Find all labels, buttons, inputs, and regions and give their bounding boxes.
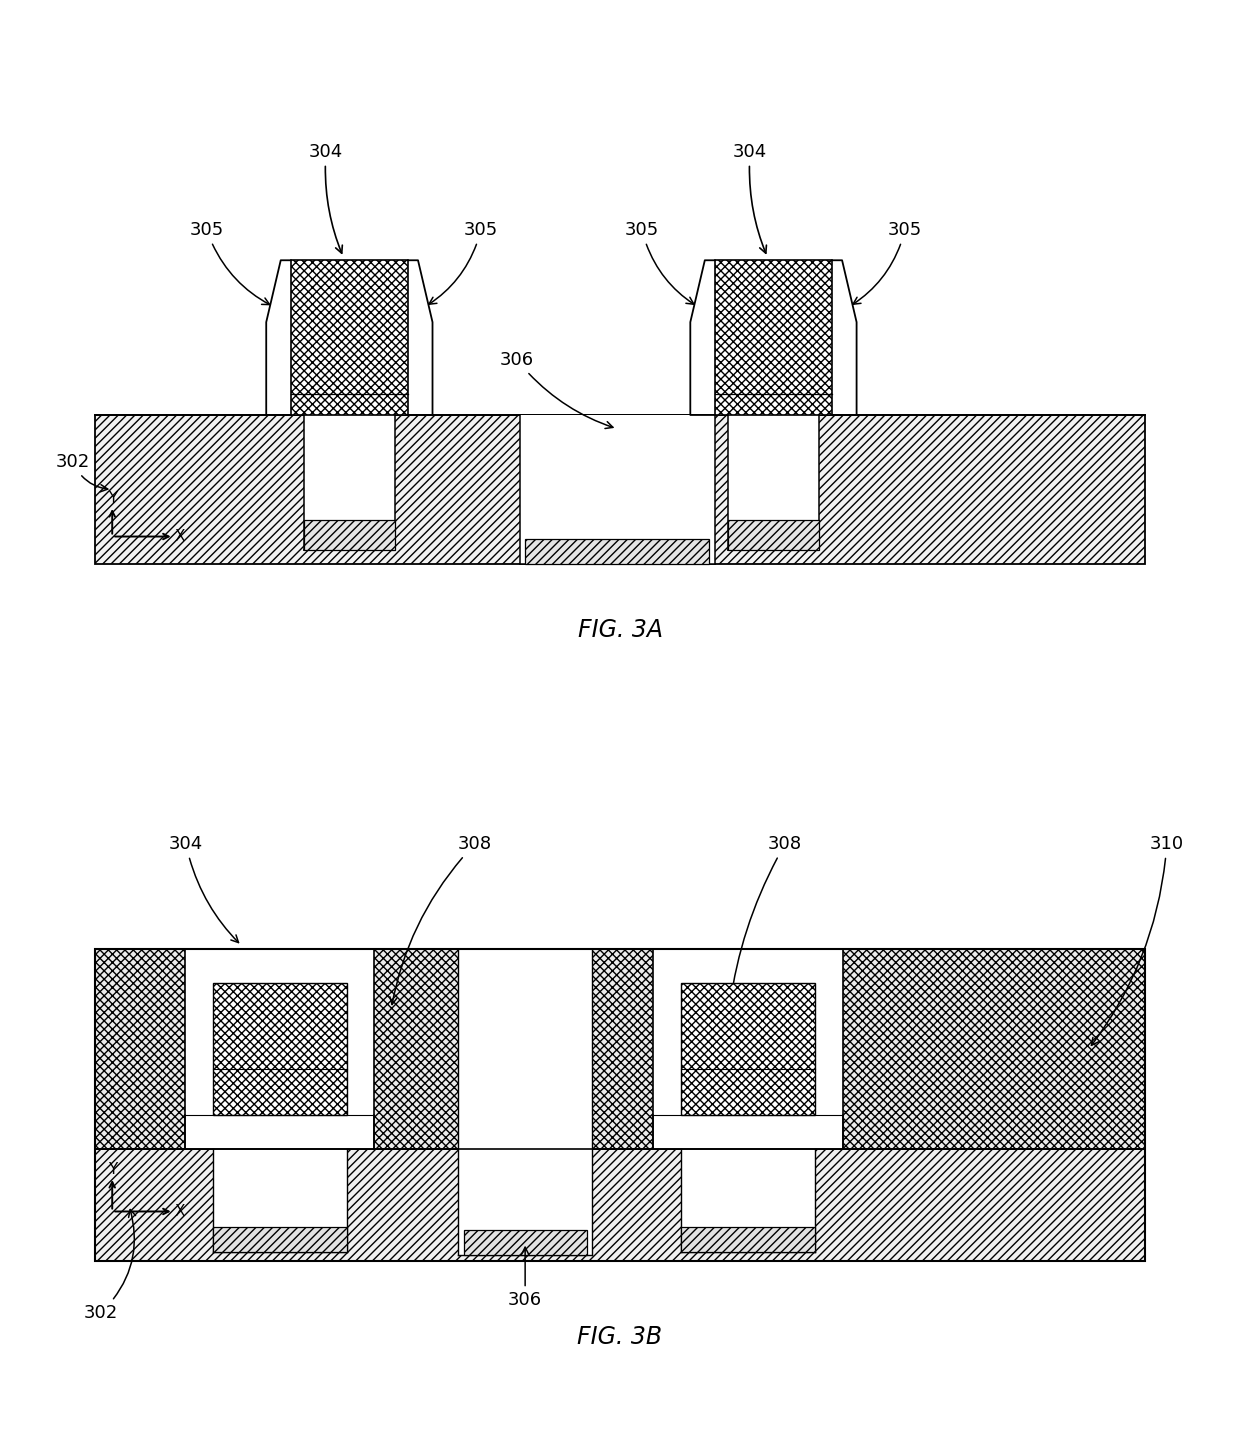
Text: 305: 305: [190, 221, 269, 304]
Bar: [95, 414, 1145, 564]
Bar: [95, 1149, 1145, 1262]
Bar: [95, 949, 1145, 1149]
Bar: [728, 414, 818, 550]
Text: 305: 305: [853, 221, 923, 304]
Bar: [714, 260, 832, 414]
Bar: [213, 1149, 347, 1252]
Bar: [185, 949, 374, 1149]
Bar: [459, 949, 593, 1255]
Bar: [304, 414, 394, 550]
Text: 304: 304: [169, 835, 238, 942]
Text: 308: 308: [728, 835, 802, 1005]
Text: FIG. 3B: FIG. 3B: [578, 1325, 662, 1348]
Text: 305: 305: [625, 221, 694, 304]
Bar: [728, 521, 818, 550]
Text: 306: 306: [508, 1248, 542, 1309]
Bar: [682, 1227, 816, 1252]
Bar: [95, 949, 1145, 1262]
Bar: [213, 1227, 347, 1252]
Bar: [526, 539, 709, 564]
Text: 304: 304: [733, 142, 768, 253]
Bar: [682, 983, 816, 1115]
Text: 306: 306: [500, 350, 613, 429]
Text: Y: Y: [108, 490, 117, 506]
Text: X: X: [175, 529, 185, 544]
Bar: [290, 260, 408, 414]
Text: 305: 305: [429, 221, 498, 304]
Bar: [213, 983, 347, 1115]
Bar: [653, 949, 843, 1149]
Text: 308: 308: [389, 835, 492, 1005]
Text: 302: 302: [56, 454, 108, 491]
Bar: [304, 521, 394, 550]
Text: X: X: [175, 1204, 185, 1218]
Text: Y: Y: [108, 1162, 117, 1176]
Text: FIG. 3A: FIG. 3A: [578, 618, 662, 643]
Bar: [520, 414, 714, 564]
Bar: [682, 1149, 816, 1252]
Text: 310: 310: [1091, 835, 1184, 1045]
Text: 302: 302: [84, 1210, 135, 1322]
Bar: [464, 1230, 587, 1255]
Text: 304: 304: [309, 142, 343, 253]
